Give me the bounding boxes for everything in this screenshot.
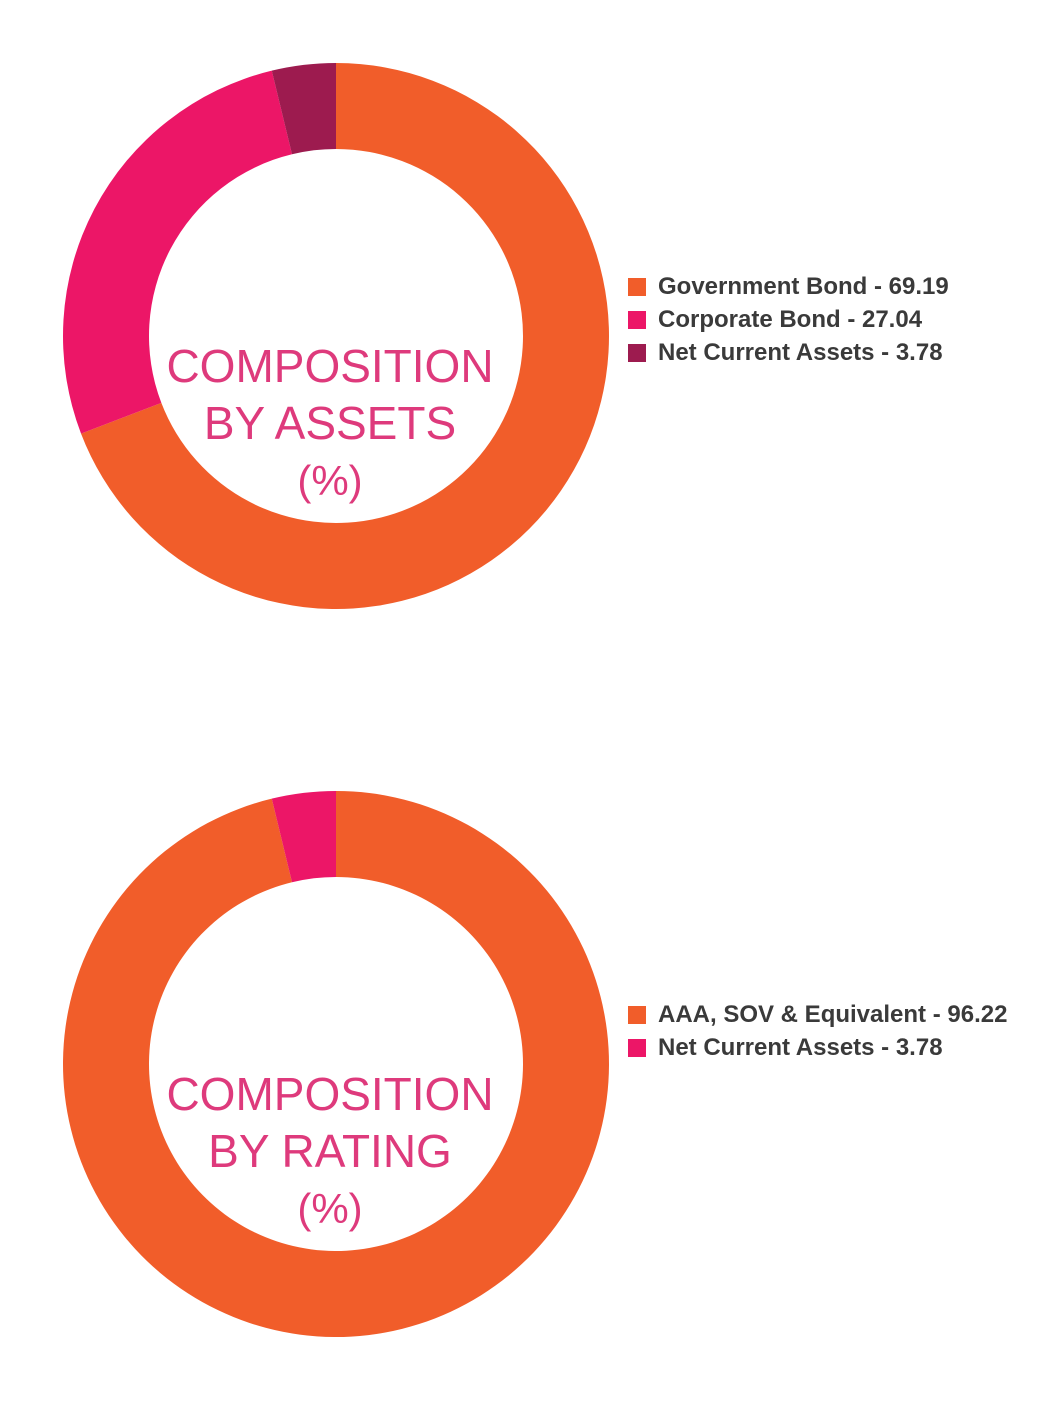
assets-slice-corporate-bond	[62, 70, 293, 434]
legend-swatch	[628, 311, 646, 329]
assets-donut-svg	[62, 63, 609, 609]
assets-center-line-1: COMPOSITION	[166, 340, 494, 392]
rating-center-line-2: BY RATING	[208, 1125, 452, 1177]
assets-center-title: COMPOSITION BY ASSETS (%)	[150, 338, 510, 509]
rating-slice-net-current-assets	[271, 791, 336, 883]
assets-legend: Government Bond - 69.19 Corporate Bond -…	[628, 270, 1008, 369]
legend-item-net-current-assets: Net Current Assets - 3.78	[628, 336, 1008, 369]
legend-item-government-bond: Government Bond - 69.19	[628, 270, 1008, 303]
legend-label: Government Bond - 69.19	[658, 273, 949, 300]
rating-donut-chart: COMPOSITION BY RATING (%) AAA, SOV & Equ…	[0, 784, 1044, 1344]
rating-center-line-3: (%)	[297, 1185, 363, 1232]
rating-center-title: COMPOSITION BY RATING (%)	[150, 1066, 510, 1237]
legend-item-aaa-sov-equivalent: AAA, SOV & Equivalent - 96.22	[628, 998, 1008, 1031]
assets-center-line-3: (%)	[297, 457, 363, 504]
assets-slice-government-bond	[81, 63, 609, 609]
rating-donut-svg	[63, 791, 609, 1337]
legend-item-corporate-bond: Corporate Bond - 27.04	[628, 303, 1008, 336]
legend-label: AAA, SOV & Equivalent - 96.22	[658, 1001, 1008, 1028]
legend-label: Net Current Assets - 3.78	[658, 339, 943, 366]
legend-swatch	[628, 1006, 646, 1024]
assets-slice-net-current-assets	[271, 63, 336, 155]
rating-center-line-1: COMPOSITION	[166, 1068, 494, 1120]
assets-donut-chart: COMPOSITION BY ASSETS (%) Government Bon…	[0, 56, 1044, 616]
legend-swatch	[628, 344, 646, 362]
legend-label: Corporate Bond - 27.04	[658, 306, 923, 333]
assets-center-line-2: BY ASSETS	[203, 397, 457, 449]
legend-swatch	[628, 1039, 646, 1057]
rating-slice-aaa-sov-equivalent	[63, 791, 609, 1337]
legend-label: Net Current Assets - 3.78	[658, 1034, 943, 1061]
rating-legend: AAA, SOV & Equivalent - 96.22 Net Curren…	[628, 998, 1008, 1064]
legend-swatch	[628, 278, 646, 296]
legend-item-net-current-assets: Net Current Assets - 3.78	[628, 1031, 1008, 1064]
